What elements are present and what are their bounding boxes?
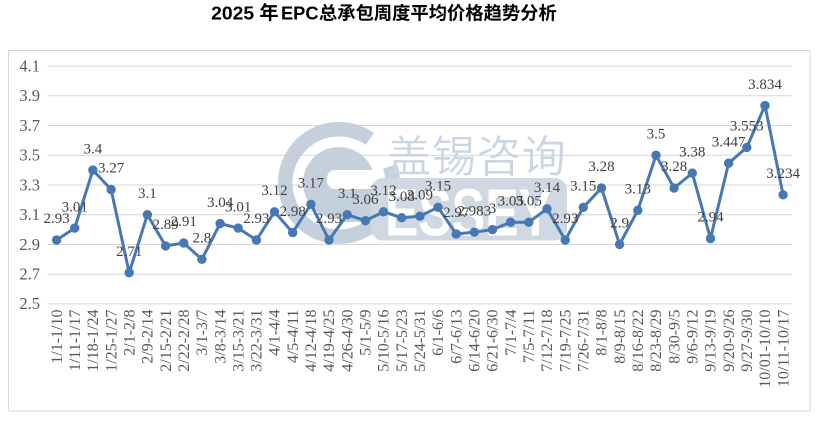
svg-text:EPC: EPC	[281, 3, 319, 23]
svg-text:3.12: 3.12	[261, 183, 287, 199]
svg-text:4/1-4/4: 4/1-4/4	[267, 310, 284, 356]
svg-text:3.38: 3.38	[679, 144, 705, 160]
svg-text:3.12: 3.12	[370, 183, 396, 199]
svg-text:8/23-8/29: 8/23-8/29	[648, 310, 665, 372]
svg-text:3.553: 3.553	[730, 119, 764, 135]
svg-text:3.4: 3.4	[84, 141, 103, 157]
svg-text:3/15-3/21: 3/15-3/21	[230, 310, 247, 372]
svg-text:6/1-6/6: 6/1-6/6	[430, 310, 447, 356]
svg-text:3.9: 3.9	[19, 86, 40, 105]
svg-text:3/1-3/7: 3/1-3/7	[194, 310, 211, 356]
svg-text:3.27: 3.27	[98, 161, 125, 177]
svg-text:1/18-1/24: 1/18-1/24	[85, 310, 102, 372]
svg-text:6/7-6/13: 6/7-6/13	[448, 310, 465, 364]
svg-text:2.93: 2.93	[316, 211, 342, 227]
svg-text:3.17: 3.17	[298, 176, 325, 192]
svg-text:5/1-5/9: 5/1-5/9	[358, 310, 375, 356]
svg-text:4.1: 4.1	[19, 56, 40, 75]
svg-text:1/25-1/27: 1/25-1/27	[103, 310, 120, 372]
svg-text:4/12-4/18: 4/12-4/18	[303, 310, 320, 372]
svg-text:2.8: 2.8	[193, 231, 212, 247]
svg-text:8/16-8/22: 8/16-8/22	[630, 310, 647, 372]
svg-text:7/26-7/31: 7/26-7/31	[576, 310, 593, 372]
svg-text:5/17-5/23: 5/17-5/23	[394, 310, 411, 372]
svg-text:3.1: 3.1	[138, 186, 157, 202]
svg-text:2.71: 2.71	[116, 244, 142, 260]
svg-text:3/8-3/14: 3/8-3/14	[212, 310, 229, 364]
svg-text:3.7: 3.7	[19, 116, 40, 135]
svg-text:2.9: 2.9	[610, 216, 629, 232]
svg-text:3.14: 3.14	[534, 180, 561, 196]
svg-text:3.09: 3.09	[407, 187, 433, 203]
svg-text:6/14-6/20: 6/14-6/20	[467, 310, 484, 372]
svg-text:2.97: 2.97	[443, 205, 470, 221]
svg-text:2.93: 2.93	[43, 211, 69, 227]
svg-text:2/1-2/8: 2/1-2/8	[121, 310, 138, 356]
svg-text:9/27-9/30: 9/27-9/30	[739, 310, 756, 372]
svg-text:2.983: 2.983	[457, 203, 491, 219]
svg-text:3.1: 3.1	[19, 205, 40, 224]
svg-text:3.5: 3.5	[19, 146, 40, 165]
svg-text:3.05: 3.05	[498, 193, 524, 209]
svg-text:1/11-1/17: 1/11-1/17	[67, 310, 84, 372]
svg-text:2.7: 2.7	[19, 265, 40, 284]
svg-text:3.05: 3.05	[516, 193, 542, 209]
svg-text:3.15: 3.15	[570, 179, 596, 195]
svg-text:6/21-6/30: 6/21-6/30	[485, 310, 502, 372]
svg-text:3.28: 3.28	[588, 159, 614, 175]
svg-text:ESSEY: ESSEY	[385, 176, 552, 251]
svg-text:2/15-2/21: 2/15-2/21	[158, 310, 175, 372]
svg-text:2.89: 2.89	[152, 217, 178, 233]
svg-text:7/19-7/25: 7/19-7/25	[557, 310, 574, 372]
svg-text:4/19-4/25: 4/19-4/25	[321, 310, 338, 372]
svg-text:3.447: 3.447	[712, 134, 746, 150]
svg-text:3.5: 3.5	[647, 127, 666, 143]
svg-text:2025: 2025	[211, 3, 254, 23]
svg-text:8/30-9/5: 8/30-9/5	[666, 310, 683, 364]
svg-text:7/12-7/18: 7/12-7/18	[539, 310, 556, 372]
svg-text:4/26-4/30: 4/26-4/30	[339, 310, 356, 372]
svg-text:3.01: 3.01	[62, 199, 88, 215]
svg-text:2.93: 2.93	[243, 211, 269, 227]
svg-text:3.834: 3.834	[748, 77, 782, 93]
svg-text:2.91: 2.91	[171, 214, 197, 230]
svg-text:2/9-2/14: 2/9-2/14	[140, 310, 157, 364]
svg-text:2.93: 2.93	[552, 211, 578, 227]
svg-text:3: 3	[489, 201, 497, 217]
svg-text:8/9-8/15: 8/9-8/15	[612, 310, 629, 364]
svg-text:2.94: 2.94	[697, 210, 724, 226]
svg-text:9/13-9/19: 9/13-9/19	[703, 310, 720, 372]
svg-text:3/22-3/31: 3/22-3/31	[249, 310, 266, 372]
svg-text:3.1: 3.1	[338, 186, 357, 202]
svg-text:2/22-2/28: 2/22-2/28	[176, 310, 193, 372]
svg-text:3.15: 3.15	[425, 179, 451, 195]
svg-text:5/10-5/16: 5/10-5/16	[376, 310, 393, 372]
svg-text:3.01: 3.01	[225, 199, 251, 215]
svg-text:9/6-9/12: 9/6-9/12	[685, 310, 702, 364]
svg-text:5/24-5/31: 5/24-5/31	[412, 310, 429, 372]
svg-text:2.5: 2.5	[19, 294, 40, 313]
svg-text:3.08: 3.08	[389, 189, 415, 205]
svg-text:3.234: 3.234	[766, 166, 800, 182]
svg-text:3.28: 3.28	[661, 159, 687, 175]
svg-text:2.9: 2.9	[19, 235, 40, 254]
svg-text:3.06: 3.06	[352, 192, 379, 208]
svg-text:2.98: 2.98	[280, 204, 306, 220]
svg-text:9/20-9/26: 9/20-9/26	[721, 310, 738, 372]
svg-text:10/11-10/17: 10/11-10/17	[775, 310, 792, 388]
svg-text:7/5-7/11: 7/5-7/11	[521, 310, 538, 364]
svg-text:8/1-8/8: 8/1-8/8	[594, 310, 611, 356]
svg-text:3.04: 3.04	[207, 195, 234, 211]
svg-text:4/5-4/11: 4/5-4/11	[285, 310, 302, 364]
svg-text:7/1-7/4: 7/1-7/4	[503, 310, 520, 356]
svg-text:1/1-1/10: 1/1-1/10	[49, 310, 66, 364]
svg-text:10/01-10/10: 10/01-10/10	[757, 310, 774, 388]
svg-text:3.13: 3.13	[625, 182, 651, 198]
svg-text:3.3: 3.3	[19, 175, 40, 194]
